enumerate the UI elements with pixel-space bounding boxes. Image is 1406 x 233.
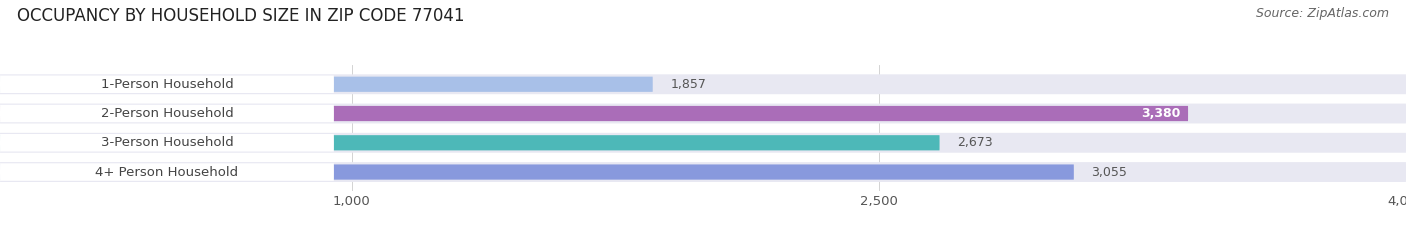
Text: 1,857: 1,857 — [671, 78, 706, 91]
Text: 3,380: 3,380 — [1142, 107, 1181, 120]
Text: Source: ZipAtlas.com: Source: ZipAtlas.com — [1256, 7, 1389, 20]
Text: 2-Person Household: 2-Person Household — [101, 107, 233, 120]
Text: 3,055: 3,055 — [1091, 165, 1128, 178]
Text: OCCUPANCY BY HOUSEHOLD SIZE IN ZIP CODE 77041: OCCUPANCY BY HOUSEHOLD SIZE IN ZIP CODE … — [17, 7, 464, 25]
Text: 3-Person Household: 3-Person Household — [101, 136, 233, 149]
FancyBboxPatch shape — [0, 133, 1406, 153]
FancyBboxPatch shape — [0, 105, 335, 122]
FancyBboxPatch shape — [0, 74, 1406, 94]
Text: 2,673: 2,673 — [957, 136, 993, 149]
FancyBboxPatch shape — [0, 106, 1188, 121]
FancyBboxPatch shape — [0, 162, 1406, 182]
FancyBboxPatch shape — [0, 104, 1406, 123]
FancyBboxPatch shape — [0, 163, 335, 181]
Text: 1-Person Household: 1-Person Household — [101, 78, 233, 91]
FancyBboxPatch shape — [0, 75, 335, 93]
FancyBboxPatch shape — [0, 134, 335, 151]
FancyBboxPatch shape — [0, 135, 939, 150]
FancyBboxPatch shape — [0, 164, 1074, 180]
FancyBboxPatch shape — [0, 77, 652, 92]
Text: 4+ Person Household: 4+ Person Household — [96, 165, 239, 178]
